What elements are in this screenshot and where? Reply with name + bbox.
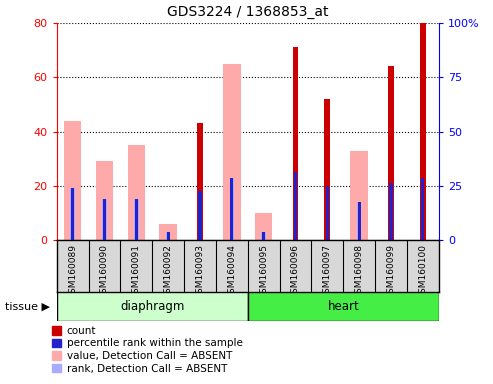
Bar xyxy=(103,199,106,240)
Text: GSM160095: GSM160095 xyxy=(259,244,268,299)
Bar xyxy=(230,178,233,240)
Text: GSM160089: GSM160089 xyxy=(68,244,77,299)
Bar xyxy=(135,199,138,240)
Bar xyxy=(247,292,439,321)
Legend: count, percentile rank within the sample, value, Detection Call = ABSENT, rank, : count, percentile rank within the sample… xyxy=(52,326,243,374)
Bar xyxy=(294,172,297,240)
Text: diaphragm: diaphragm xyxy=(120,300,184,313)
Bar xyxy=(71,189,74,240)
Text: GSM160091: GSM160091 xyxy=(132,244,141,299)
Title: GDS3224 / 1368853_at: GDS3224 / 1368853_at xyxy=(167,5,328,19)
Bar xyxy=(134,199,139,240)
Bar xyxy=(262,232,265,240)
Text: GSM160092: GSM160092 xyxy=(164,244,173,299)
Bar xyxy=(64,121,81,240)
Bar xyxy=(420,23,426,240)
Bar xyxy=(167,232,170,240)
Bar xyxy=(389,183,392,240)
Bar xyxy=(230,178,234,240)
Bar xyxy=(421,178,424,240)
Text: GSM160097: GSM160097 xyxy=(323,244,332,299)
Bar xyxy=(70,189,75,240)
Text: GSM160093: GSM160093 xyxy=(195,244,205,299)
Bar xyxy=(198,191,202,240)
Bar xyxy=(223,64,241,240)
Bar xyxy=(357,202,361,240)
Text: GSM160100: GSM160100 xyxy=(419,244,427,299)
Bar xyxy=(293,48,298,240)
Text: GSM160099: GSM160099 xyxy=(387,244,395,299)
Text: GSM160090: GSM160090 xyxy=(100,244,109,299)
Text: GSM160094: GSM160094 xyxy=(227,244,236,299)
Bar xyxy=(351,151,368,240)
Bar xyxy=(57,292,247,321)
Bar xyxy=(96,161,113,240)
Bar xyxy=(357,202,361,240)
Bar xyxy=(324,99,330,240)
Text: GSM160098: GSM160098 xyxy=(354,244,364,299)
Text: tissue ▶: tissue ▶ xyxy=(5,301,50,311)
Bar xyxy=(159,224,177,240)
Bar xyxy=(255,213,273,240)
Bar xyxy=(128,145,145,240)
Bar xyxy=(261,232,266,240)
Bar xyxy=(102,199,106,240)
Bar xyxy=(388,66,394,240)
Text: GSM160096: GSM160096 xyxy=(291,244,300,299)
Bar xyxy=(197,123,203,240)
Text: heart: heart xyxy=(327,300,359,313)
Bar xyxy=(326,186,329,240)
Bar xyxy=(166,232,171,240)
